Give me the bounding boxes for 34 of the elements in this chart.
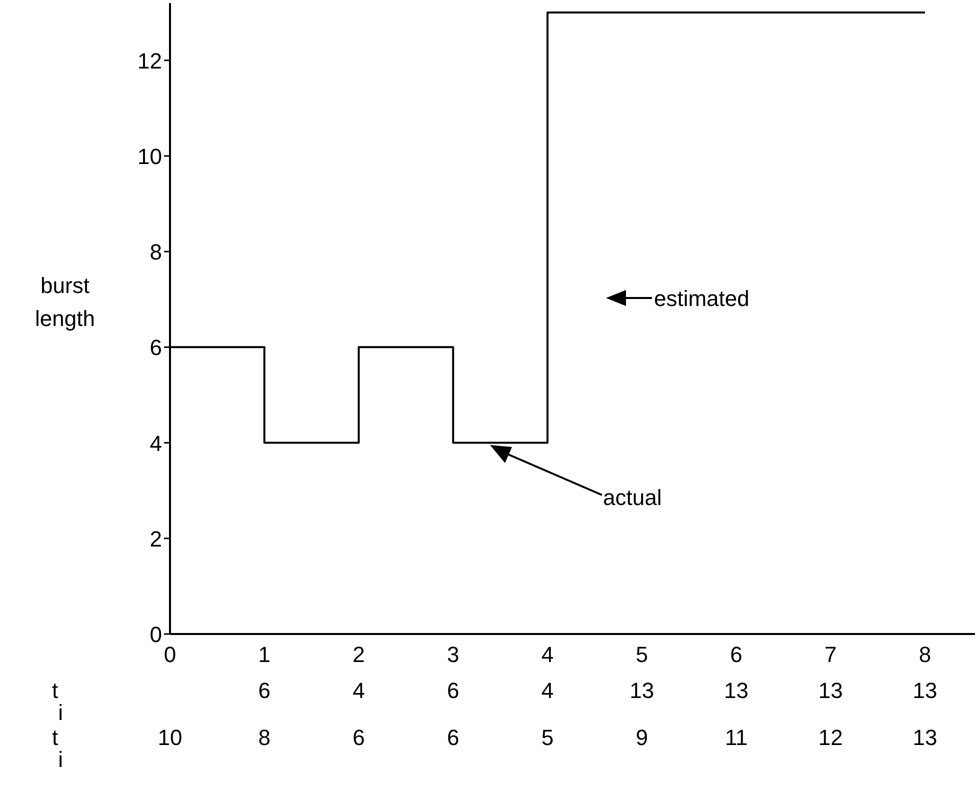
y-tick-label: 12 bbox=[138, 48, 162, 74]
y-axis-title: burst length bbox=[35, 273, 95, 331]
annotation: actual bbox=[603, 485, 662, 510]
x-tick-label: 1 bbox=[258, 642, 270, 667]
y-tick-label: 0 bbox=[150, 622, 162, 647]
text: 13 bbox=[724, 678, 748, 703]
text: 12 bbox=[818, 725, 843, 750]
annotation: estimated bbox=[654, 286, 750, 311]
x-tick-label: 2 bbox=[352, 642, 365, 667]
y-tick-label: 10 bbox=[138, 144, 162, 169]
x-tick-label: 6 bbox=[730, 642, 742, 667]
text: 5 bbox=[541, 725, 554, 750]
text: 6 bbox=[258, 678, 270, 703]
y-tick-label: 6 bbox=[150, 335, 162, 360]
text: 8 bbox=[258, 725, 270, 750]
text: 6 bbox=[446, 678, 460, 703]
text: 4 bbox=[352, 678, 365, 703]
y-tick-label: 8 bbox=[150, 240, 162, 265]
text: 6 bbox=[446, 725, 460, 750]
y-tick-label: 4 bbox=[150, 430, 162, 456]
text: 13 bbox=[912, 725, 938, 750]
x-tick-label: 4 bbox=[541, 642, 554, 667]
y-tick-label: 2 bbox=[150, 526, 162, 552]
text: 6 bbox=[352, 725, 365, 750]
text: 13 bbox=[630, 678, 654, 703]
x-tick-label: 3 bbox=[446, 642, 460, 667]
x-tick-label: 5 bbox=[636, 642, 648, 667]
text: 13 bbox=[818, 678, 843, 703]
text: 13 bbox=[912, 678, 938, 703]
text: 9 bbox=[636, 725, 648, 750]
text: 11 bbox=[724, 725, 748, 750]
x-tick-label: 8 bbox=[918, 642, 932, 667]
x-tick-label: 7 bbox=[824, 642, 837, 667]
text: 4 bbox=[541, 678, 554, 703]
